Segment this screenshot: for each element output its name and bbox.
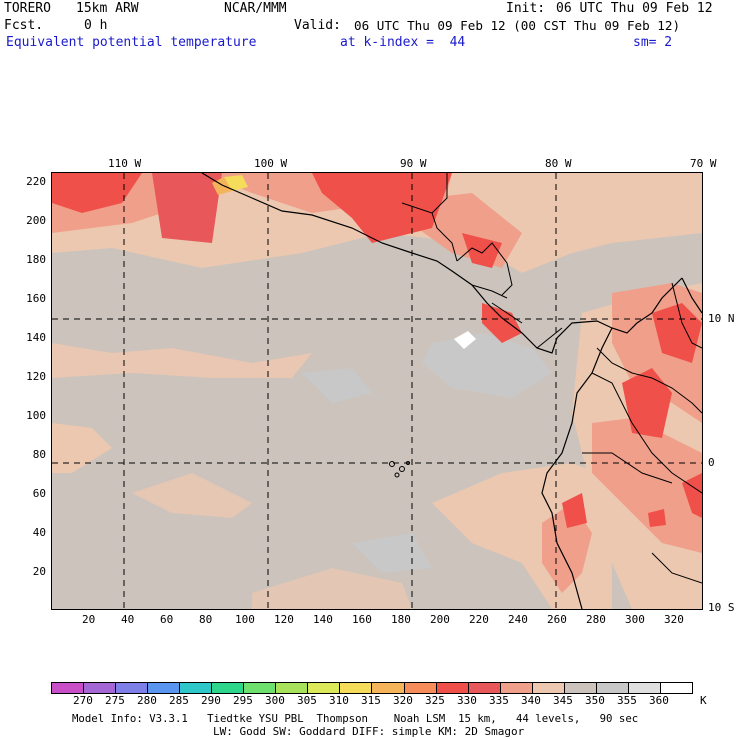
x-tick: 260	[547, 613, 567, 626]
colorbar-swatch	[340, 683, 373, 693]
colorbar-label: 330	[457, 694, 477, 707]
y-tick: 200	[26, 214, 46, 227]
lat-label-10s: 10 S	[708, 601, 735, 614]
model-name: TORERO	[4, 1, 51, 16]
y-tick: 220	[26, 175, 46, 188]
theta-e-field	[52, 173, 702, 609]
map-panel	[51, 172, 703, 610]
x-tick: 200	[430, 613, 450, 626]
colorbar-swatch	[628, 683, 661, 693]
colorbar-label: 325	[425, 694, 445, 707]
y-tick: 120	[26, 370, 46, 383]
x-tick: 220	[469, 613, 489, 626]
x-tick: 80	[199, 613, 213, 626]
colorbar-label: 310	[329, 694, 349, 707]
colorbar-swatch	[308, 683, 341, 693]
colorbar-unit: K	[700, 694, 707, 707]
colorbar-swatch	[276, 683, 309, 693]
colorbar-label: 340	[521, 694, 541, 707]
colorbar-swatch	[660, 683, 692, 693]
field-name: Equivalent potential temperature	[6, 35, 257, 50]
y-tick: 80	[32, 448, 46, 461]
organization: NCAR/MMM	[224, 1, 287, 16]
y-tick: 140	[26, 331, 46, 344]
x-tick: 160	[352, 613, 372, 626]
colorbar-swatch	[596, 683, 629, 693]
colorbar-swatch	[564, 683, 597, 693]
colorbar-swatch	[116, 683, 149, 693]
y-tick: 60	[32, 487, 46, 500]
forecast-hour: 0 h	[84, 18, 108, 33]
y-tick: 180	[26, 253, 46, 266]
colorbar	[51, 682, 693, 694]
y-tick: 160	[26, 292, 46, 305]
model-info: Model Info: V3.3.1 Tiedtke YSU PBL Thomp…	[72, 712, 639, 725]
lon-label-110w: 110 W	[108, 157, 142, 170]
colorbar-label: 335	[489, 694, 509, 707]
colorbar-label: 305	[297, 694, 317, 707]
init-time: 06 UTC Thu 09 Feb 12	[556, 1, 713, 16]
x-tick: 240	[508, 613, 528, 626]
x-tick: 100	[235, 613, 255, 626]
colorbar-swatch	[404, 683, 437, 693]
lon-label-80w: 80 W	[545, 157, 572, 170]
x-tick: 320	[664, 613, 684, 626]
y-tick: 100	[26, 409, 46, 422]
colorbar-swatch	[436, 683, 469, 693]
colorbar-swatch	[52, 683, 85, 693]
colorbar-label: 320	[393, 694, 413, 707]
level-index: at k-index = 44	[340, 35, 466, 50]
colorbar-swatch	[148, 683, 181, 693]
lat-label-10n: 10 N	[708, 312, 735, 325]
colorbar-swatch	[84, 683, 117, 693]
lon-label-70w: 70 W	[690, 157, 717, 170]
model-physics: LW: Godd SW: Goddard DIFF: simple KM: 2D…	[213, 725, 525, 738]
colorbar-label: 275	[105, 694, 125, 707]
x-tick: 40	[121, 613, 135, 626]
valid-label: Valid:	[294, 18, 341, 33]
colorbar-swatch	[244, 683, 277, 693]
colorbar-label: 295	[233, 694, 253, 707]
smoothing-value: sm= 2	[633, 35, 673, 50]
colorbar-label: 315	[361, 694, 381, 707]
colorbar-label: 290	[201, 694, 221, 707]
colorbar-swatch	[212, 683, 245, 693]
colorbar-label: 270	[73, 694, 93, 707]
colorbar-swatch	[372, 683, 405, 693]
colorbar-label: 360	[649, 694, 669, 707]
x-tick: 60	[160, 613, 174, 626]
lat-label-0: 0	[708, 456, 715, 469]
colorbar-label: 345	[553, 694, 573, 707]
x-tick: 280	[586, 613, 606, 626]
x-tick: 120	[274, 613, 294, 626]
lon-label-100w: 100 W	[254, 157, 288, 170]
colorbar-label: 280	[137, 694, 157, 707]
colorbar-swatch	[532, 683, 565, 693]
x-tick: 180	[391, 613, 411, 626]
colorbar-label: 355	[617, 694, 637, 707]
model-resolution: 15km ARW	[76, 1, 139, 16]
lon-label-90w: 90 W	[400, 157, 427, 170]
colorbar-swatch	[180, 683, 213, 693]
y-tick: 40	[32, 526, 46, 539]
forecast-label: Fcst.	[4, 18, 44, 33]
valid-time: 06 UTC Thu 09 Feb 12 (00 CST Thu 09 Feb …	[354, 18, 681, 33]
colorbar-label: 350	[585, 694, 605, 707]
colorbar-swatch	[500, 683, 533, 693]
init-label: Init:	[506, 1, 546, 16]
x-tick: 300	[625, 613, 645, 626]
colorbar-label: 300	[265, 694, 285, 707]
x-tick: 20	[82, 613, 96, 626]
y-tick: 20	[32, 565, 46, 578]
colorbar-label: 285	[169, 694, 189, 707]
x-tick: 140	[313, 613, 333, 626]
colorbar-swatch	[468, 683, 501, 693]
